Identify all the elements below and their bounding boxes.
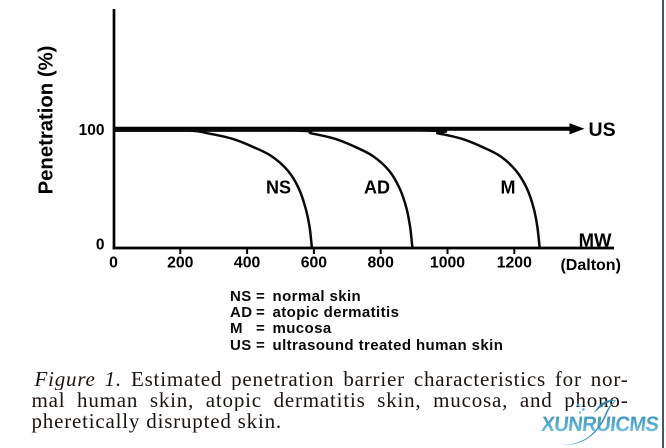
x-axis-title: MW	[579, 229, 612, 250]
legend-equals: =	[256, 287, 266, 305]
caption-line-2: mal human skin, atopic dermatitis skin, …	[31, 390, 629, 412]
legend-row-m: M = mucosa	[230, 320, 503, 338]
legend-desc-ns: normal skin	[272, 287, 362, 305]
legend-row-ns: NS = normal skin	[230, 287, 503, 305]
caption-line-1-text: Estimated penetration barrier characteri…	[122, 369, 629, 391]
watermark-sparkle-2	[582, 408, 585, 411]
page-right-border	[662, 0, 665, 448]
watermark-upper-swoosh	[594, 399, 617, 413]
x-tick-label-200: 200	[167, 255, 194, 272]
legend-abbr-m: M	[230, 320, 243, 338]
chart-legend: NS = normal skin AD = atopic dermatitis …	[230, 287, 504, 355]
watermark-sparkle-1	[576, 403, 580, 407]
legend-row-ad: AD = atopic dermatitis	[230, 303, 503, 321]
x-tick-label-600: 600	[301, 255, 328, 272]
us-arrowhead	[569, 123, 585, 135]
curve-label-m: M	[500, 177, 515, 197]
x-tick-label-1000: 1000	[430, 255, 465, 272]
x-tick-label-800: 800	[368, 255, 395, 272]
legend-equals: =	[256, 320, 266, 338]
y-tick-label-100: 100	[79, 122, 105, 139]
figure-caption: Figure 1. Estimated penetration barrier …	[32, 369, 629, 433]
legend-equals: =	[256, 336, 266, 354]
curve-ns	[113, 129, 314, 249]
legend-abbr-ad: AD	[230, 303, 253, 321]
legend-abbr-ns: NS	[230, 287, 252, 305]
watermark-sparkle-3	[579, 411, 581, 414]
caption-line-1: Figure 1. Estimated penetration barrier …	[32, 369, 629, 390]
legend-row-us: US = ultrasound treated human skin	[230, 336, 504, 354]
x-tick-label-400: 400	[234, 255, 261, 272]
curve-m	[113, 129, 541, 249]
watermark-logo: XUNRUICMS	[540, 399, 660, 445]
legend-abbr-us: US	[230, 336, 252, 354]
legend-desc-m: mucosa	[272, 320, 332, 338]
y-tick-label-0: 0	[96, 237, 105, 254]
legend-desc-us: ultrasound treated human skin	[272, 336, 504, 354]
legend-desc-ad: atopic dermatitis	[272, 303, 400, 321]
figure-number-label: Figure 1.	[34, 369, 122, 391]
x-tick-label-1200: 1200	[497, 255, 532, 272]
x-axis-unit: (Dalton)	[560, 257, 620, 274]
watermark-lower-swoosh	[561, 400, 617, 445]
x-tick-label-0: 0	[109, 255, 118, 272]
legend-equals: =	[256, 303, 266, 321]
us-arrow-label: US	[589, 119, 616, 141]
curve-ad	[113, 129, 414, 249]
caption-line-3: pheretically disrupted skin.	[31, 409, 282, 434]
curve-label-ad: AD	[364, 177, 390, 197]
y-axis-title: Penetration (%)	[36, 46, 58, 195]
curve-label-ns: NS	[266, 177, 291, 197]
